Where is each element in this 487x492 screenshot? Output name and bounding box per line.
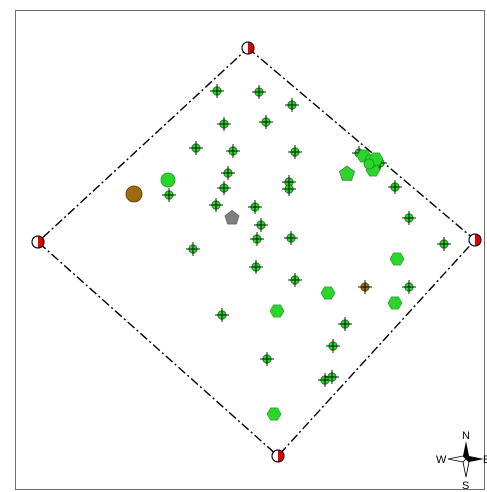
survey-point-icon[interactable] bbox=[186, 242, 200, 256]
survey-point-icon[interactable] bbox=[217, 117, 231, 131]
survey-point-alt-icon[interactable] bbox=[358, 280, 372, 294]
survey-point-icon[interactable] bbox=[209, 198, 223, 212]
compass-west-label: W bbox=[436, 454, 447, 466]
survey-point-icon[interactable] bbox=[437, 237, 451, 251]
survey-point-icon[interactable] bbox=[210, 84, 224, 98]
survey-point-icon[interactable] bbox=[215, 308, 229, 322]
vertex-south-icon[interactable] bbox=[271, 449, 285, 463]
map-frame bbox=[15, 10, 485, 490]
study-area-boundary bbox=[36, 47, 477, 457]
circle-marker-icon[interactable] bbox=[363, 158, 375, 170]
survey-point-icon[interactable] bbox=[388, 180, 402, 194]
survey-point-icon[interactable] bbox=[189, 141, 203, 155]
survey-point-icon[interactable] bbox=[162, 188, 176, 202]
vertex-north-icon[interactable] bbox=[241, 41, 255, 55]
vertex-east-icon[interactable] bbox=[468, 233, 482, 247]
survey-point-icon[interactable] bbox=[254, 218, 268, 232]
survey-point-icon[interactable] bbox=[288, 273, 302, 287]
survey-point-icon[interactable] bbox=[402, 280, 416, 294]
pentagon-marker-icon[interactable] bbox=[339, 165, 355, 181]
survey-point-icon[interactable] bbox=[260, 352, 274, 366]
compass-east-label: E bbox=[483, 454, 487, 466]
compass-south-label: S bbox=[462, 480, 469, 492]
hexagon-marker-icon[interactable] bbox=[266, 407, 282, 421]
compass-rose-icon: N S W E bbox=[436, 430, 487, 492]
survey-point-icon[interactable] bbox=[221, 166, 235, 180]
vertex-west-icon[interactable] bbox=[31, 235, 45, 249]
survey-point-icon[interactable] bbox=[326, 339, 340, 353]
survey-point-icon[interactable] bbox=[282, 182, 296, 196]
survey-point-icon[interactable] bbox=[226, 144, 240, 158]
hexagon-marker-icon[interactable] bbox=[320, 286, 336, 300]
survey-point-icon[interactable] bbox=[288, 145, 302, 159]
survey-point-icon[interactable] bbox=[252, 85, 266, 99]
brown-circle-marker-icon[interactable] bbox=[125, 185, 143, 203]
survey-point-icon[interactable] bbox=[250, 232, 264, 246]
hexagon-marker-icon[interactable] bbox=[269, 304, 285, 318]
gray-pentagon-marker-icon[interactable] bbox=[224, 210, 240, 225]
survey-point-icon[interactable] bbox=[285, 98, 299, 112]
survey-point-icon[interactable] bbox=[249, 260, 263, 274]
survey-point-icon[interactable] bbox=[248, 200, 262, 214]
hexagon-marker-icon[interactable] bbox=[387, 296, 403, 310]
circle-marker-icon[interactable] bbox=[160, 172, 176, 188]
survey-point-icon[interactable] bbox=[284, 231, 298, 245]
survey-point-icon[interactable] bbox=[338, 317, 352, 331]
survey-point-icon[interactable] bbox=[325, 370, 339, 384]
compass-north-label: N bbox=[462, 430, 470, 442]
survey-point-icon[interactable] bbox=[259, 115, 273, 129]
hexagon-marker-icon[interactable] bbox=[389, 252, 405, 266]
survey-point-icon[interactable] bbox=[402, 211, 416, 225]
survey-point-icon[interactable] bbox=[217, 181, 231, 195]
